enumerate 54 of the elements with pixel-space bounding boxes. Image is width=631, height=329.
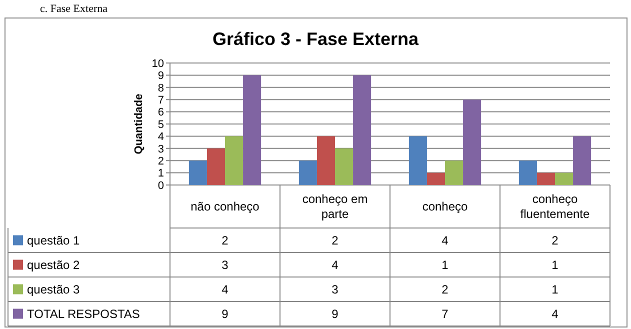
y-tick-label: 7 (158, 94, 164, 106)
y-axis-title: Quantidade (133, 94, 145, 154)
bar (573, 136, 592, 185)
bar (225, 136, 244, 185)
data-label: 3 (332, 282, 339, 296)
x-tick-label: não conheço (190, 200, 260, 214)
data-label: 4 (332, 258, 339, 272)
data-label: 2 (222, 233, 229, 248)
y-tick-label: 2 (158, 155, 164, 168)
bar (408, 136, 427, 185)
bar (426, 172, 445, 185)
y-tick-label: 10 (152, 58, 164, 70)
text: c. Fase Externa (40, 3, 108, 15)
data-label: 1 (552, 282, 559, 296)
y-tick-label: 3 (158, 143, 164, 156)
y-tick-label: 1 (158, 168, 164, 180)
legend-label: questão 3 (27, 282, 80, 296)
data-label: 1 (442, 258, 449, 272)
chart-title: Gráfico 3 - Fase Externa (212, 29, 420, 49)
bar (243, 75, 262, 185)
bar (206, 148, 225, 185)
legend-label: questão 2 (27, 258, 80, 272)
bar (298, 160, 317, 185)
bar (536, 172, 555, 185)
data-label: 9 (332, 306, 339, 321)
legend-label: questão 1 (27, 233, 80, 248)
bar (555, 172, 574, 185)
bar (353, 75, 372, 185)
data-label: 9 (222, 306, 229, 321)
data-label: 4 (222, 282, 229, 296)
data-label: 7 (442, 306, 449, 321)
bar (316, 136, 335, 185)
bar (188, 160, 207, 185)
data-label: 2 (332, 233, 339, 248)
x-tick-label: conheço em parte (302, 192, 368, 222)
data-label: 4 (552, 306, 559, 321)
y-tick-label: 0 (158, 180, 164, 192)
y-tick-label: 8 (158, 82, 164, 94)
legend-label: TOTAL RESPOSTAS (27, 306, 140, 321)
data-label: 3 (222, 258, 229, 272)
y-tick-label: 4 (158, 131, 164, 144)
bar (518, 160, 537, 185)
x-tick-label: conheço fluentemente (520, 192, 590, 222)
y-tick-label: 5 (158, 118, 164, 131)
bar (463, 100, 482, 185)
y-tick-label: 9 (158, 70, 164, 82)
data-label: 4 (442, 233, 449, 248)
bar (335, 148, 354, 185)
bar (445, 160, 464, 185)
data-label: 2 (552, 233, 559, 248)
y-tick-label: 6 (158, 106, 164, 119)
data-label: 1 (552, 258, 559, 272)
x-tick-label: conheço (422, 200, 468, 214)
data-label: 2 (442, 282, 449, 296)
